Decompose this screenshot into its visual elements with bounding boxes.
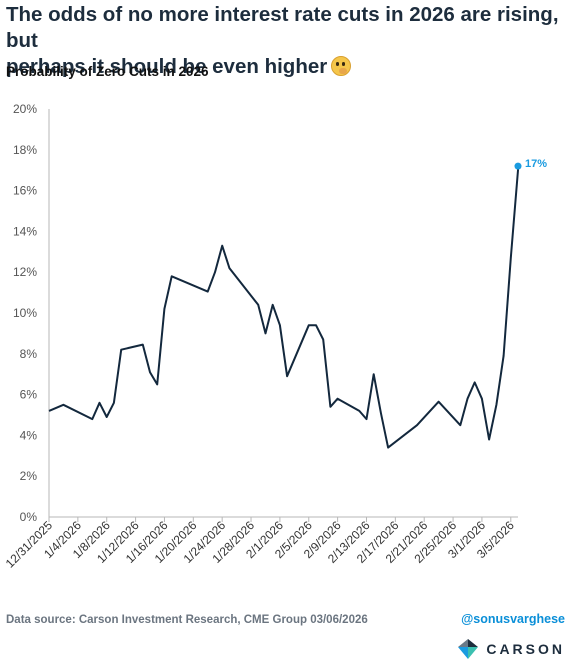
headline-line-1: The odds of no more interest rate cuts i…: [6, 3, 559, 52]
y-tick-label: 10%: [13, 306, 37, 320]
end-point-label: 17%: [525, 158, 547, 170]
y-tick-label: 20%: [13, 102, 37, 116]
headline-line-2: perhaps it should be even higher: [6, 54, 562, 80]
y-tick-label: 8%: [20, 347, 38, 361]
y-tick-label: 12%: [13, 265, 37, 279]
headline: The odds of no more interest rate cuts i…: [6, 2, 562, 80]
y-tick-label: 16%: [13, 184, 37, 198]
carson-logo: CARSON: [458, 638, 565, 660]
y-tick-label: 18%: [13, 143, 37, 157]
carson-logo-mark-icon: [458, 639, 479, 659]
carson-logo-text: CARSON: [486, 641, 565, 657]
thinking-face-icon: [331, 56, 352, 76]
series-line: [48, 166, 519, 449]
line-chart: 0%2%4%6%8%10%12%14%16%18%20%12/31/20251/…: [3, 102, 547, 571]
y-tick-label: 2%: [20, 469, 38, 483]
headline-line-2-text: perhaps it should be even higher: [6, 55, 328, 78]
y-tick-label: 6%: [20, 388, 38, 402]
y-tick-label: 14%: [13, 224, 37, 238]
chart-title: Probability of Zero Cuts in 2026: [6, 64, 209, 79]
y-tick-label: 0%: [20, 510, 38, 524]
y-tick-label: 4%: [20, 428, 38, 442]
end-point-marker: [514, 162, 522, 170]
data-source: Data source: Carson Investment Research,…: [6, 614, 368, 626]
author-handle: @sonusvarghese: [461, 612, 565, 626]
